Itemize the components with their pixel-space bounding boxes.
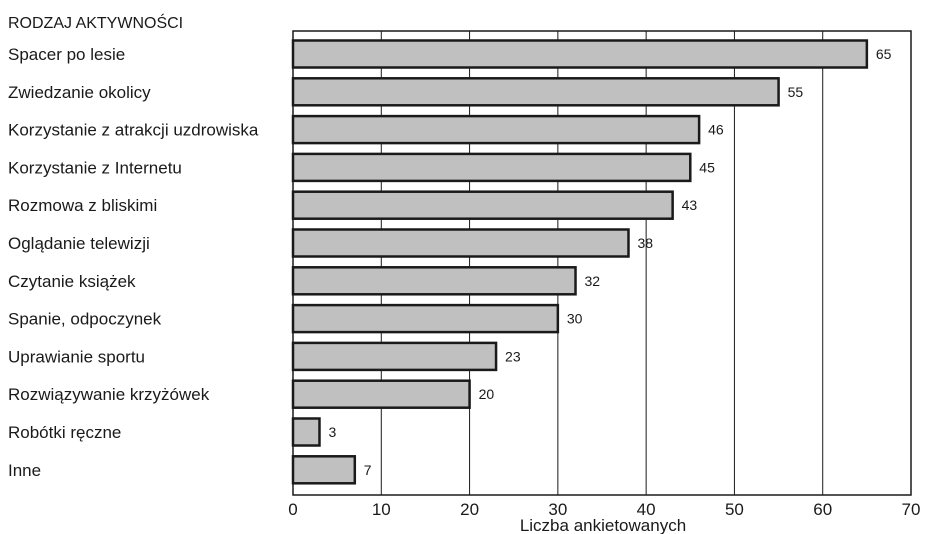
bar [291,152,692,183]
x-axis-title: Liczba ankietowanych [520,516,686,534]
bar [291,228,630,258]
data-label: 23 [505,348,521,364]
category-label: Robótki ręczne [8,423,121,442]
x-tick-label: 40 [637,500,656,519]
category-label: Spacer po lesie [8,45,125,64]
category-label: Zwiedzanie okolicy [8,83,151,102]
plot-frame [292,30,912,496]
data-label: 45 [699,159,715,175]
category-label: Uprawianie sportu [8,347,145,366]
category-label: Czytanie książek [8,272,136,291]
category-label: Inne [8,461,41,480]
data-label: 3 [328,424,336,440]
data-label: 38 [637,235,653,251]
bar [291,341,498,372]
bar [291,39,869,69]
x-tick-label: 20 [460,500,479,519]
bar [291,455,357,485]
category-label: Rozmowa z bliskimi [8,196,157,215]
x-tick-label: 0 [288,500,297,519]
data-label: 43 [682,197,698,213]
x-tick-label: 10 [372,500,391,519]
bar [291,114,701,145]
x-tick-labels: 0 10 20 30 40 50 60 70 [288,500,920,519]
category-label: Oglądanie telewizji [8,234,150,253]
x-tick-label: 70 [902,500,921,519]
bar [291,190,674,220]
x-tick-label: 30 [548,500,567,519]
data-label: 30 [567,311,583,327]
data-label: 32 [585,273,601,289]
category-label: Rozwiązywanie krzyżówek [8,385,210,404]
category-labels: Spacer po lesie Zwiedzanie okolicy Korzyst… [8,45,259,480]
category-label: Korzystanie z atrakcji uzdrowiska [8,121,259,140]
data-label: 46 [708,122,724,138]
value-labels: 65 55 46 45 43 38 32 30 23 20 3 7 [328,46,891,478]
gridlines [380,31,824,495]
x-tick-label: 50 [725,500,744,519]
category-label: Spanie, odpoczynek [8,310,162,329]
bar [291,303,560,334]
category-label: Korzystanie z Internetu [8,158,182,177]
data-label: 7 [364,462,372,478]
x-tick-label: 60 [813,500,832,519]
y-axis-title: RODZAJ AKTYWNOŚCI [8,13,183,32]
data-label: 20 [479,386,495,402]
bars-group [291,39,869,485]
bar [291,266,577,296]
data-label: 55 [788,84,804,100]
bar [291,417,321,447]
data-label: 65 [876,46,892,62]
bar [291,77,780,107]
bar [291,379,471,409]
